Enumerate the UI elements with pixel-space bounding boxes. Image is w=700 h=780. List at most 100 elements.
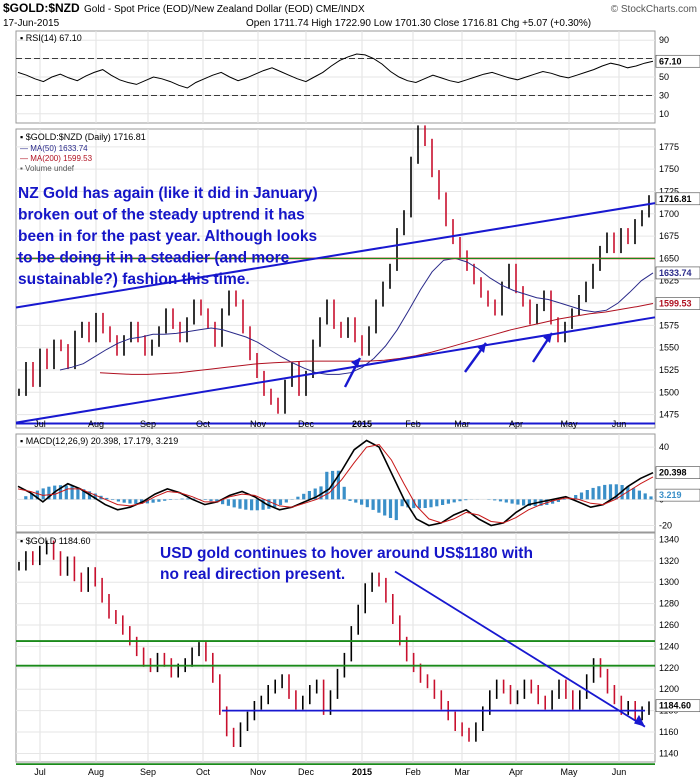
y-tick-label: 1240 [659,641,679,651]
arrow-head [543,333,552,343]
ma200-line [99,303,654,375]
macd-hist-last-tag: 3.219 [659,490,682,500]
month-label-upper: Mar [454,419,470,429]
y-tick-label: 1700 [659,209,679,219]
chart-watermark: © StockCharts.com [611,4,697,15]
y-tick-label: 1750 [659,164,679,174]
ma50-legend: — MA(50) 1633.74 [20,144,88,153]
nzd-last-tag: 1716.81 [659,194,692,204]
rsi-line [17,53,654,89]
chart-ohlc: Open 1711.74 High 1722.90 Low 1701.30 Cl… [246,18,591,29]
month-label-lower: Dec [298,767,315,777]
month-label-upper: Sep [140,419,156,429]
rsi-title: ▪ RSI(14) 67.10 [20,33,82,43]
chart-symbol: $GOLD:$NZD [3,1,80,15]
macd-last-tag-box [655,466,700,479]
month-label-lower: Feb [405,767,421,777]
ma200-legend: — MA(200) 1599.53 [20,154,93,163]
month-label-upper: Jul [34,419,46,429]
y-tick-label: 50 [659,72,669,82]
chart-exchange: CME/INDX [316,4,365,15]
y-tick-label: 1320 [659,556,679,566]
usd-gold-title: ▪ $GOLD 1184.60 [20,536,91,546]
y-tick-label: 30 [659,90,669,100]
month-label-lower: 2015 [352,767,372,777]
y-tick-label: 1550 [659,343,679,353]
nzd-annotation-line: broken out of the steady uptrend it has [18,207,305,224]
y-tick-label: 1340 [659,534,679,544]
usd-last-tag: 1184.60 [659,701,691,711]
macd-last-tag: 20.398 [659,468,687,478]
y-tick-label: 1475 [659,410,679,420]
y-tick-label: 1625 [659,276,679,286]
panel-frame [15,128,656,429]
upper-trend-line [15,202,656,309]
panel-frames [15,30,656,763]
y-tick-label: 1200 [659,684,679,694]
macd-line [17,439,654,527]
y-tick-label: 1280 [659,599,679,609]
nzd-chart-title: ▪ $GOLD:$NZD (Daily) 1716.81 [20,132,146,142]
y-tick-label: -20 [659,520,672,530]
plot-series [15,53,656,766]
y-tick-label: 1525 [659,365,679,375]
y-tick-label: 1575 [659,320,679,330]
arrow-head [351,358,360,368]
ma200-last-tag-box [655,297,700,310]
chart-description: Gold - Spot Price (EOD)/New Zealand Doll… [84,4,365,15]
macd-hist-last-tag-box [655,488,700,502]
month-label-upper: Aug [88,419,104,429]
volume-legend: ▪ Volume undef [20,164,75,173]
panel-labels: ▪ RSI(14) 67.10 ▪ $GOLD:$NZD (Daily) 1716… [20,33,700,713]
y-tick-label: 1140 [659,748,678,758]
month-label-upper: Jun [612,419,627,429]
y-tick-label: 1775 [659,142,679,152]
nzd-annotation-line: NZ Gold has again (like it did in Januar… [18,185,318,202]
usd-annotation-line: USD gold continues to hover around US$11… [160,545,533,562]
panel-frame [15,433,656,533]
ma200-last-tag: 1599.53 [659,298,692,308]
y-tick-label: 1725 [659,186,679,196]
month-label-lower: Nov [250,767,267,777]
arrow-head [634,714,645,727]
month-label-lower: Sep [140,767,156,777]
month-label-lower: Jul [34,767,46,777]
month-label-upper: Dec [298,419,315,429]
month-label-lower: Jun [612,767,627,777]
nzd-annotation-line: been in for the past year. Although look… [18,228,317,245]
macd-title: ▪ MACD(12,26,9) 20.398, 17.179, 3.219 [20,436,178,446]
y-tick-label: 1220 [659,663,679,673]
y-tick-label: 40 [659,442,669,452]
panel-frame [15,532,656,763]
nzd-last-tag-box [655,192,700,206]
nzd-annotation-line: to be doing it in a steadier (and more [18,250,290,267]
month-label-upper: May [560,419,578,429]
downtrend-line [394,570,646,728]
y-tick-label: 1650 [659,253,679,263]
month-label-lower: Apr [509,767,523,777]
chart-date: 17-Jun-2015 [3,18,60,29]
y-tick-label: 1500 [659,387,679,397]
nzd-annotation-line: sustainable?) fashion this time. [18,271,250,288]
y-tick-label: 1300 [659,577,679,587]
ma50-line [59,257,654,375]
y-tick-label: 90 [659,35,669,45]
rsi-last-tag: 67.10 [659,56,682,66]
y-tick-label: 1675 [659,231,679,241]
month-label-upper: Nov [250,419,267,429]
month-label-upper: Oct [196,419,211,429]
ma50-last-tag: 1633.74 [659,268,692,278]
y-tick-label: 1160 [659,727,678,737]
month-label-upper: Apr [509,419,523,429]
month-label-lower: Mar [454,767,470,777]
rsi-last-tag-box [655,54,700,68]
y-tick-label: 1260 [659,620,679,630]
grid-lines [16,31,655,762]
month-label-upper: Feb [405,419,421,429]
usd-annotation-line: no real direction present. [160,566,345,583]
month-label-lower: Aug [88,767,104,777]
macd-signal-line [17,443,654,524]
usd-last-tag-box [655,699,700,713]
arrow-head [477,343,486,353]
